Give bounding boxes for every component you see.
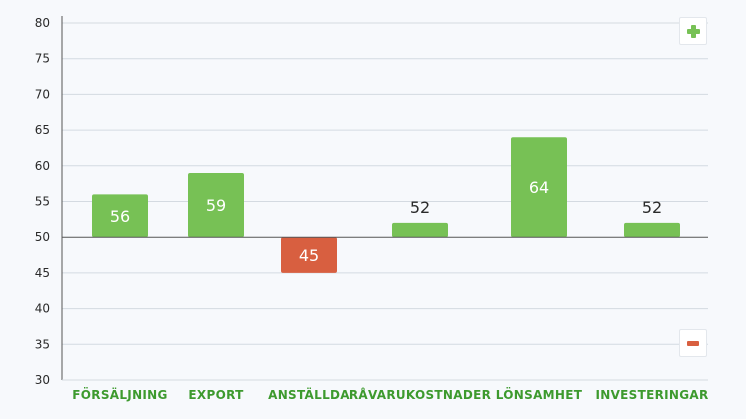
bar[interactable]: [392, 222, 448, 238]
gridlines: [62, 22, 708, 381]
category-labels: FÖRSÄLJNING EXPORT ANSTÄLLDARÅVARUKOSTNADE…: [72, 387, 708, 402]
bar[interactable]: [188, 172, 244, 238]
value-label: 64: [529, 178, 549, 197]
y-tick-label: 50: [35, 230, 50, 244]
bar[interactable]: [624, 222, 680, 238]
category-label: ANSTÄLLDA: [268, 387, 350, 402]
bars: [92, 137, 680, 273]
bar[interactable]: [511, 137, 567, 238]
axes: [61, 16, 708, 381]
y-tick-label: 70: [35, 87, 50, 101]
value-label: 45: [299, 246, 319, 265]
minus-icon: [687, 341, 699, 346]
bar[interactable]: [92, 194, 148, 238]
category-label: EXPORT: [188, 388, 244, 402]
zoom-out-button[interactable]: [679, 329, 707, 357]
y-tick-label: 45: [35, 266, 50, 280]
y-tick-label: 80: [35, 16, 50, 30]
value-label: 52: [642, 198, 662, 217]
y-tick-label: 60: [35, 159, 50, 173]
zoom-in-button[interactable]: [679, 17, 707, 45]
y-tick-label: 40: [35, 302, 50, 316]
category-label: FÖRSÄLJNING: [72, 387, 167, 402]
y-tick-label: 30: [35, 373, 50, 387]
bar[interactable]: [281, 237, 337, 273]
y-axis-ticks: 30 35 40 45 50 55 60 65 70 75 80: [35, 16, 50, 387]
y-tick-label: 55: [35, 195, 50, 209]
category-label: INVESTERINGAR: [595, 388, 708, 402]
plus-icon-bar-v: [691, 25, 696, 38]
y-tick-label: 75: [35, 52, 50, 66]
category-label: RÅVARUKOSTNADER: [349, 387, 491, 402]
category-label: LÖNSAMHET: [496, 387, 583, 402]
value-label: 59: [206, 196, 226, 215]
value-label: 52: [410, 198, 430, 217]
value-labels: 56 59 45 52 64 52: [110, 178, 662, 265]
y-tick-label: 65: [35, 123, 50, 137]
y-tick-label: 35: [35, 337, 50, 351]
value-label: 56: [110, 207, 130, 226]
